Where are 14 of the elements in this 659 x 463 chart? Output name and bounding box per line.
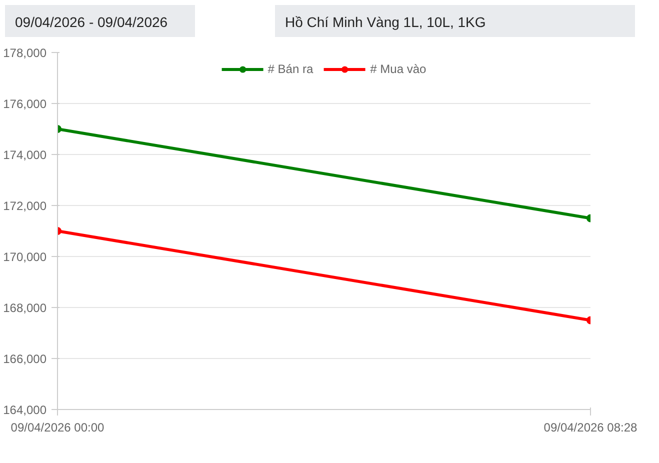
y-tick-label: 178,000 xyxy=(3,46,47,60)
y-tick-label: 174,000 xyxy=(3,148,47,162)
y-tick-label: 176,000 xyxy=(3,97,47,111)
y-tick-label: 172,000 xyxy=(3,199,47,213)
y-tick-label: 164,000 xyxy=(3,403,47,417)
y-tick-label: 166,000 xyxy=(3,352,47,366)
legend-label: # Bán ra xyxy=(268,62,314,76)
x-tick-label: 09/04/2026 08:28 xyxy=(544,420,638,434)
legend-label: # Mua vào xyxy=(370,62,426,76)
y-tick-label: 170,000 xyxy=(3,250,47,264)
chart-title: 09/04/2026 - 09/04/2026 xyxy=(15,13,168,32)
x-tick-label: 09/04/2026 00:00 xyxy=(10,420,105,434)
y-tick-label: 168,000 xyxy=(3,301,47,315)
chart-subtitle: Hồ Chí Minh Vàng 1L, 10L, 1KG xyxy=(285,13,486,32)
